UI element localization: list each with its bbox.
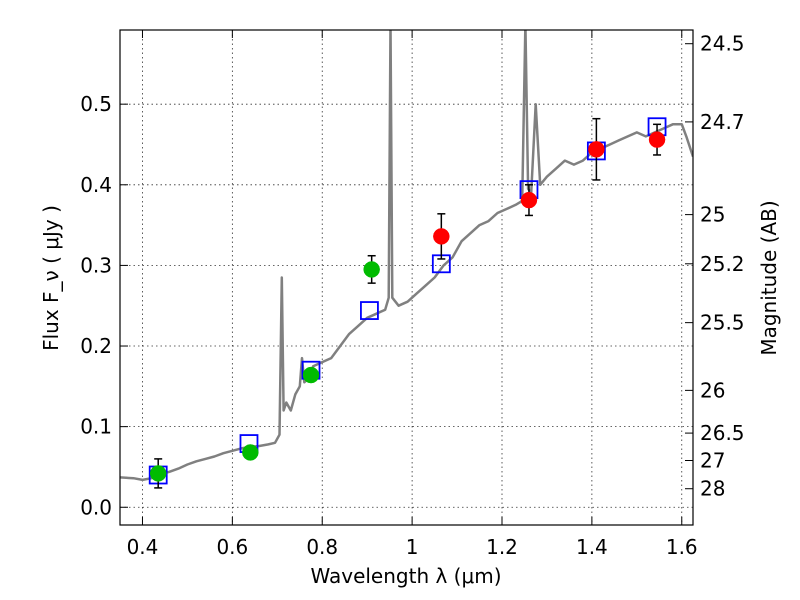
y-tick-label: 0.1 (80, 415, 112, 439)
y2-tick-label: 26.5 (700, 421, 745, 445)
y-tick-label: 0.3 (80, 253, 112, 277)
y-axis-label: Flux F_ν ( μJy ) (39, 205, 63, 351)
plot-area (120, 30, 693, 489)
y-tick-label: 0.0 (80, 495, 112, 519)
y2-tick-label: 27 (700, 449, 725, 473)
x-tick-label: 1 (406, 535, 419, 559)
observed-flux-point (302, 366, 320, 384)
observed-flux-point (149, 465, 167, 482)
observed-flux-point (520, 191, 538, 209)
x-tick-label: 1.4 (576, 535, 608, 559)
y-tick-label: 0.2 (80, 334, 112, 358)
observed-flux-point (363, 261, 380, 278)
y2-tick-label: 25 (700, 203, 725, 227)
x-axis-label: Wavelength λ (μm) (310, 564, 501, 588)
observed-flux-point (648, 131, 666, 148)
observed-flux-point (242, 444, 259, 461)
grid-lines (120, 30, 693, 525)
axis-ticks: 0.4 0.6 0.8 1 1.2 1.4 1.6 0.0 0.1 0.2 0.3 0.4 0.5 24.… (80, 30, 745, 559)
y2-tick-label: 28 (700, 477, 725, 501)
spectrum-line (120, 30, 693, 482)
y2-tick-label: 24.5 (700, 32, 745, 56)
y2-tick-label: 24.7 (700, 110, 745, 134)
x-tick-label: 0.4 (127, 535, 159, 559)
observed-flux-point (588, 141, 605, 158)
x-tick-label: 0.8 (306, 535, 338, 559)
y2-tick-label: 25.5 (700, 311, 745, 335)
model-photometry-box (360, 301, 379, 320)
x-tick-label: 1.2 (486, 535, 518, 559)
plot-frame (119, 29, 694, 526)
observed-flux-point (433, 228, 450, 245)
y-tick-label: 0.4 (80, 173, 112, 197)
x-tick-label: 0.6 (216, 535, 248, 559)
y2-tick-label: 26 (700, 378, 725, 402)
y2-axis-label: Magnitude (AB) (757, 200, 781, 355)
y-tick-label: 0.5 (80, 92, 112, 116)
y2-tick-label: 25.2 (700, 252, 745, 276)
x-tick-label: 1.6 (666, 535, 698, 559)
